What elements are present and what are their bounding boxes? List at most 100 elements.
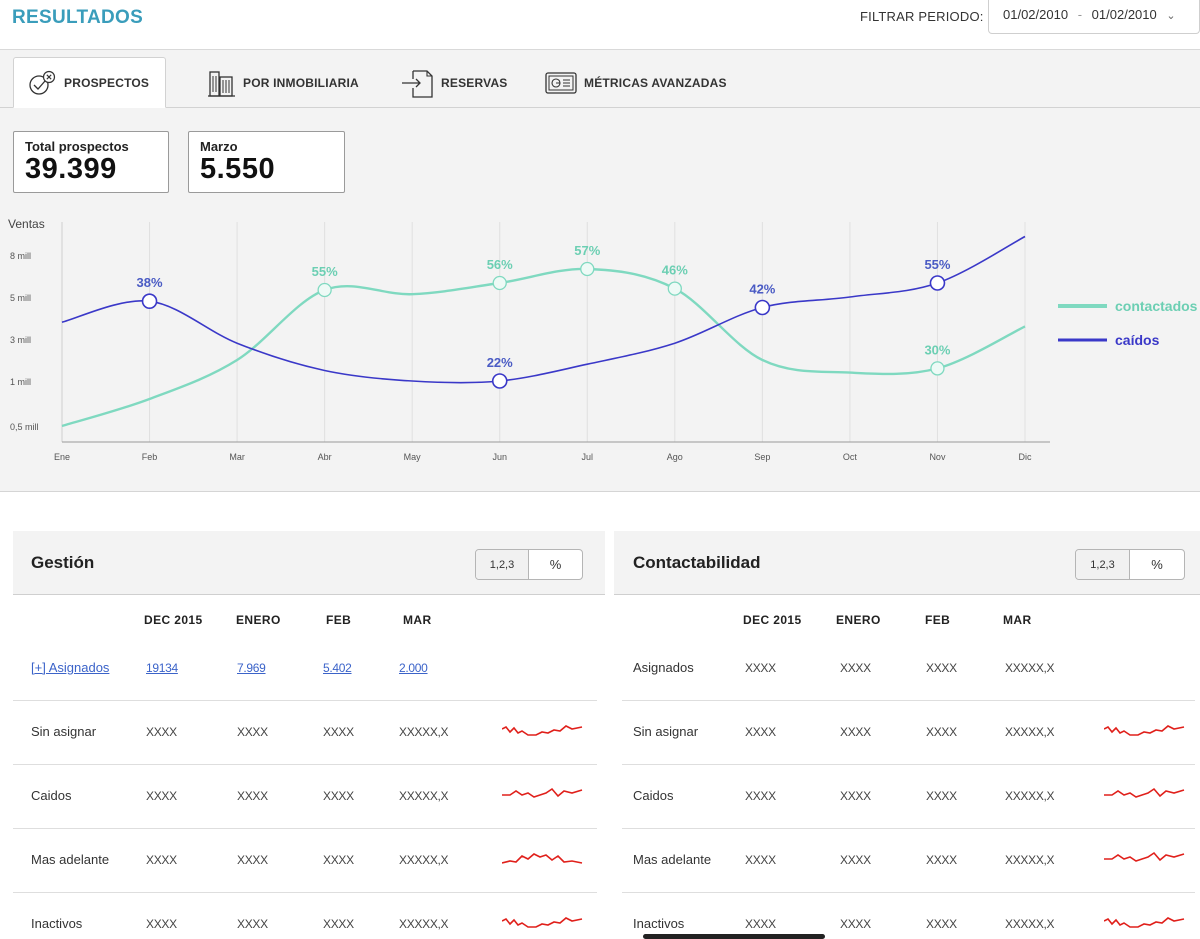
tab-label: MÉTRICAS AVANZADAS [584, 75, 727, 90]
toggle-percent-button[interactable]: % [549, 557, 562, 572]
data-label: 22% [487, 355, 513, 370]
x-tick-label: Dic [1019, 452, 1032, 462]
data-point [667, 281, 682, 296]
table-cell[interactable]: 2.000 [399, 661, 428, 675]
legend-label: contactados [1115, 298, 1198, 314]
column-header: DEC 2015 [743, 613, 802, 627]
sparkline [1104, 851, 1185, 862]
page-title: RESULTADOS [12, 7, 144, 28]
row-label: Mas adelante [31, 852, 110, 867]
row-divider [13, 700, 597, 701]
table-cell: XXXXX,X [1005, 789, 1055, 803]
tab-label: PROSPECTOS [64, 75, 150, 90]
table-cell: XXXXX,X [1005, 917, 1055, 931]
table-cell: XXXX [840, 725, 871, 739]
chevron-down-icon[interactable]: ⌄ [1166, 10, 1176, 22]
table-cell: XXXX [237, 789, 268, 803]
x-tick-label: Ago [667, 452, 683, 462]
tab-prospectos[interactable]: PROSPECTOS [13, 57, 166, 108]
prospect-icon [29, 70, 56, 95]
row-divider [622, 764, 1195, 765]
table-cell: XXXXX,X [399, 917, 449, 931]
dashboard-panel [0, 50, 1200, 492]
table-cell: XXXX [146, 917, 177, 931]
sparkline [1104, 725, 1185, 736]
sparkline-path [1104, 917, 1185, 928]
column-header: MAR [403, 613, 432, 627]
row-label: Sin asignar [633, 724, 699, 739]
row-label: Mas adelante [633, 852, 712, 867]
table-cell: XXXXX,X [1005, 725, 1055, 739]
date-separator: - [1077, 7, 1083, 22]
toggle-numeric-button[interactable]: 1,2,3 [476, 550, 530, 579]
table-cell: XXXX [323, 853, 354, 867]
row-divider [13, 828, 597, 829]
table-cell: XXXX [840, 661, 871, 675]
table-cell: XXXX [237, 725, 268, 739]
table-cell: XXXX [237, 853, 268, 867]
tab-reservas[interactable]: RESERVAS [401, 57, 508, 108]
x-tick-label: Abr [318, 452, 332, 462]
x-tick-label: May [404, 452, 422, 462]
toggle-percent-button[interactable]: % [1151, 557, 1163, 572]
kpi-month: Marzo 5.550 [188, 131, 345, 193]
dashboard-icon [545, 71, 577, 94]
gestion-panel-header: Gestión 1,2,3 % [13, 531, 605, 595]
kpi-label: Marzo [200, 139, 238, 154]
horizontal-scrollbar[interactable] [643, 934, 825, 939]
table-cell[interactable]: 7.969 [237, 661, 266, 675]
table-cell: XXXX [926, 661, 957, 675]
x-tick-label: Oct [843, 452, 858, 462]
table-cell: XXXX [745, 789, 776, 803]
toggle-numeric-button[interactable]: 1,2,3 [1076, 550, 1130, 579]
kpi-label: Total prospectos [25, 139, 129, 154]
table-cell: XXXX [926, 789, 957, 803]
data-label: 57% [574, 243, 600, 258]
date-range-picker[interactable]: 01/02/2010 - 01/02/2010 ⌄ [988, 0, 1200, 34]
y-tick-label: 1 mill [10, 377, 31, 387]
y-axis-label: Ventas [8, 217, 45, 231]
table-cell: XXXXX,X [399, 853, 449, 867]
table-cell: XXXX [840, 789, 871, 803]
row-divider [13, 892, 597, 893]
y-tick-label: 5 mill [10, 293, 31, 303]
table-cell: XXXX [926, 917, 957, 931]
data-label: 55% [924, 257, 950, 272]
tab-metricas-avanzadas[interactable]: MÉTRICAS AVANZADAS [544, 57, 727, 108]
row-label[interactable]: [+] Asignados [31, 660, 110, 675]
filter-period-label: FILTRAR PERIODO: [860, 9, 984, 24]
row-label: Sin asignar [31, 724, 97, 739]
contactabilidad-panel-header: Contactabilidad 1,2,3 % [614, 531, 1200, 595]
kpi-value: 39.399 [25, 153, 117, 185]
table-cell[interactable]: 5.402 [323, 661, 352, 675]
column-header: DEC 2015 [144, 613, 203, 627]
data-label: 30% [924, 342, 950, 357]
data-point [580, 261, 595, 277]
row-divider [622, 828, 1195, 829]
x-tick-label: Sep [754, 452, 770, 462]
x-tick-label: Nov [929, 452, 946, 462]
sparkline [1104, 787, 1185, 798]
series-line-caidos [61, 235, 1026, 384]
sparkline-path [1104, 787, 1185, 798]
sparkline [502, 787, 583, 798]
row-divider [13, 764, 597, 765]
table-cell: XXXX [745, 917, 776, 931]
table-cell: XXXX [323, 789, 354, 803]
page-header: RESULTADOS FILTRAR PERIODO: 01/02/2010 -… [0, 0, 1200, 50]
sparkline-path [502, 725, 583, 736]
table-cell: XXXX [745, 853, 776, 867]
tab-por-inmobiliaria[interactable]: POR INMOBILIARIA [207, 57, 359, 108]
table-cell: XXXXX,X [1005, 661, 1055, 675]
row-label: Inactivos [633, 916, 685, 931]
table-cell: XXXX [323, 917, 354, 931]
table-cell: XXXX [146, 853, 177, 867]
gestion-format-toggle: 1,2,3 % [475, 549, 583, 580]
row-label: Asignados [633, 660, 694, 675]
row-label: Caidos [633, 788, 674, 803]
panel-title: Gestión [31, 553, 95, 572]
table-cell: XXXX [926, 725, 957, 739]
table-cell[interactable]: 19134 [146, 661, 178, 675]
column-header: ENERO [236, 613, 281, 627]
table-cell: XXXXX,X [399, 725, 449, 739]
